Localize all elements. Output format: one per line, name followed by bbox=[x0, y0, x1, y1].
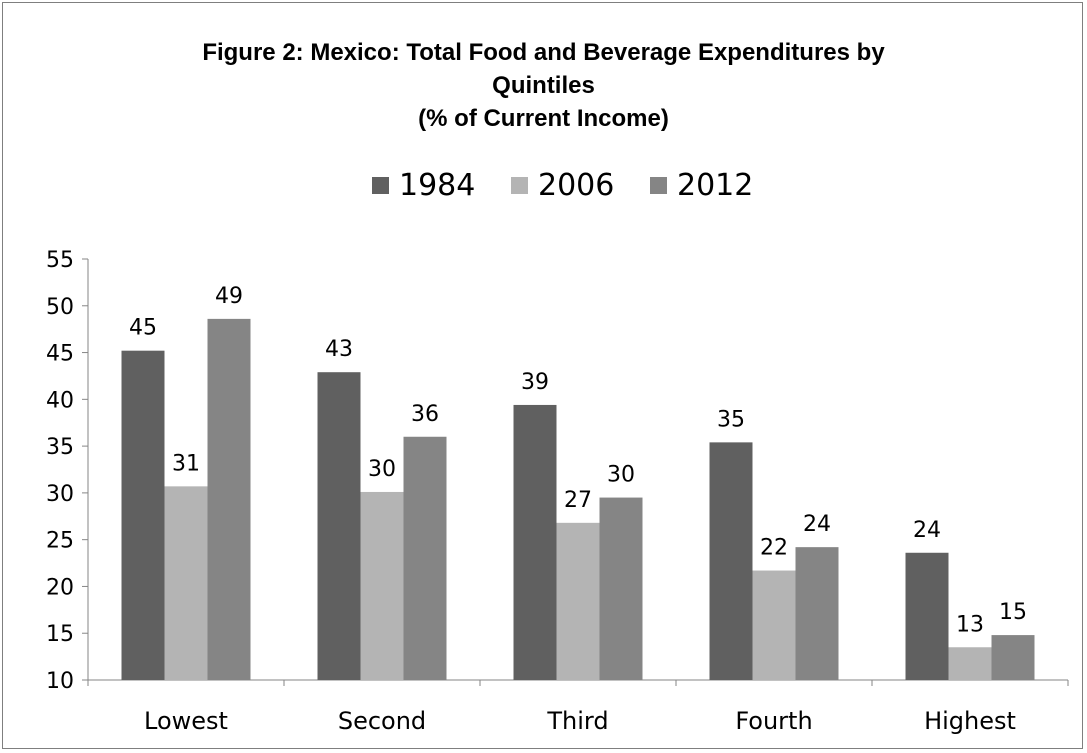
y-tick-label: 30 bbox=[46, 482, 74, 507]
bar-2006-second bbox=[360, 491, 404, 680]
data-label: 45 bbox=[129, 316, 157, 341]
data-label: 43 bbox=[325, 337, 353, 362]
x-category-label: Fourth bbox=[735, 707, 812, 735]
data-label: 31 bbox=[172, 451, 200, 476]
data-label: 36 bbox=[411, 402, 439, 427]
bar-1984-lowest bbox=[121, 350, 165, 680]
data-label: 49 bbox=[215, 284, 243, 309]
data-label: 27 bbox=[564, 488, 592, 513]
data-label: 13 bbox=[956, 612, 984, 637]
x-category-label: Third bbox=[546, 707, 608, 735]
y-tick-label: 20 bbox=[46, 575, 74, 600]
data-label: 30 bbox=[368, 457, 396, 482]
data-label: 35 bbox=[717, 407, 745, 432]
data-label: 39 bbox=[521, 370, 549, 395]
bar-2006-highest bbox=[948, 647, 992, 680]
data-label: 24 bbox=[913, 518, 941, 543]
y-tick-label: 45 bbox=[46, 342, 74, 367]
chart-title-line-3: (% of Current Income) bbox=[418, 105, 669, 132]
bar-1984-third bbox=[513, 404, 557, 680]
y-tick-label: 50 bbox=[46, 295, 74, 320]
bar-2006-third bbox=[556, 522, 600, 680]
y-tick-label: 55 bbox=[46, 248, 74, 273]
bar-2012-lowest bbox=[207, 318, 251, 680]
bar-1984-highest bbox=[905, 552, 949, 680]
bar-2012-highest bbox=[991, 635, 1035, 680]
legend-swatch-2006 bbox=[511, 177, 528, 194]
x-category-label: Second bbox=[338, 707, 426, 735]
bar-2012-second bbox=[403, 436, 447, 680]
chart-title: Figure 2: Mexico: Total Food and Beverag… bbox=[0, 36, 1087, 135]
y-tick-label: 10 bbox=[46, 669, 74, 694]
legend-label: 2006 bbox=[538, 168, 614, 203]
bar-2012-fourth bbox=[795, 547, 839, 680]
chart-title-line-2: Quintiles bbox=[492, 72, 595, 99]
y-tick-label: 25 bbox=[46, 529, 74, 554]
legend-label: 2012 bbox=[677, 168, 753, 203]
legend-swatch-2012 bbox=[650, 177, 667, 194]
bar-1984-fourth bbox=[709, 442, 753, 680]
x-category-label: Lowest bbox=[144, 707, 228, 735]
data-label: 15 bbox=[999, 600, 1027, 625]
y-tick-label: 35 bbox=[46, 435, 74, 460]
y-tick-label: 15 bbox=[46, 622, 74, 647]
data-label: 24 bbox=[803, 512, 831, 537]
legend-swatch-1984 bbox=[372, 177, 389, 194]
y-tick-label: 40 bbox=[46, 388, 74, 413]
bar-2006-lowest bbox=[164, 486, 208, 680]
data-label: 30 bbox=[607, 463, 635, 488]
bar-2012-third bbox=[599, 497, 643, 680]
legend-label: 1984 bbox=[399, 168, 475, 203]
x-category-label: Highest bbox=[924, 707, 1016, 735]
bar-2006-fourth bbox=[752, 570, 796, 680]
bar-1984-second bbox=[317, 372, 361, 680]
chart-title-line-1: Figure 2: Mexico: Total Food and Beverag… bbox=[202, 39, 885, 66]
data-label: 22 bbox=[760, 536, 788, 561]
